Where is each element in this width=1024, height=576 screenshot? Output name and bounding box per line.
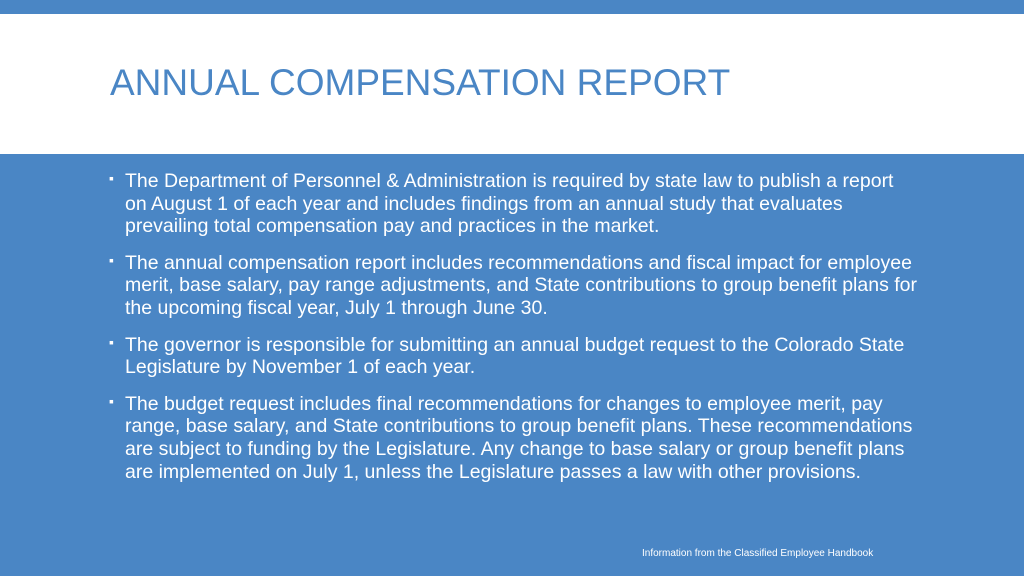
slide-title: ANNUAL COMPENSATION REPORT <box>110 62 731 103</box>
bullet-square-icon: ▪ <box>109 170 114 186</box>
footer-source-note: Information from the Classified Employee… <box>642 548 874 559</box>
bullet-text: The budget request includes final recomm… <box>125 392 913 483</box>
bullet-item: ▪ The budget request includes final reco… <box>107 393 917 483</box>
bullet-square-icon: ▪ <box>109 251 114 268</box>
bullet-square-icon: ▪ <box>109 392 114 409</box>
bullet-item: ▪ The governor is responsible for submit… <box>107 334 917 379</box>
bullet-text: The Department of Personnel & Administra… <box>125 170 894 238</box>
top-accent-band <box>0 0 1024 14</box>
bullet-square-icon: ▪ <box>109 333 114 350</box>
bullet-item: ▪ The annual compensation report include… <box>107 252 917 320</box>
bullet-text: The annual compensation report includes … <box>125 251 918 319</box>
bullet-list: ▪ The Department of Personnel & Administ… <box>107 170 917 483</box>
bullet-text: The governor is responsible for submitti… <box>125 333 905 379</box>
bullet-item: ▪ The Department of Personnel & Administ… <box>107 170 917 238</box>
slide-content: ▪ The Department of Personnel & Administ… <box>107 170 917 497</box>
title-band: ANNUAL COMPENSATION REPORT <box>0 14 1024 154</box>
